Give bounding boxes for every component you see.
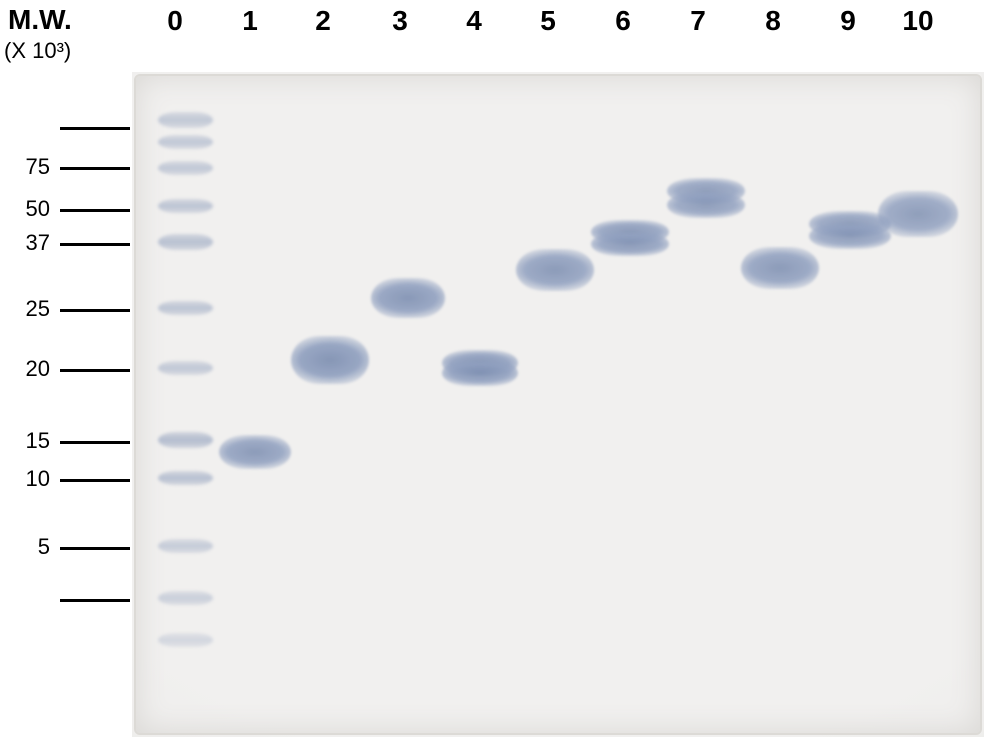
ladder-band: [158, 471, 213, 485]
ladder-band: [158, 135, 213, 149]
marker-label-25: 25: [0, 296, 50, 322]
lane-label-0: 0: [150, 5, 200, 37]
gel-figure: M.W. (X 10³) 012345678910 75503725201510…: [0, 0, 1000, 753]
ladder-band: [158, 234, 213, 250]
marker-tick: [60, 167, 130, 170]
mw-heading: M.W.: [8, 4, 72, 36]
marker-tick: [60, 599, 130, 602]
lane-label-6: 6: [598, 5, 648, 37]
ladder-band: [158, 633, 213, 647]
sample-band-lane-3: [371, 278, 445, 318]
sample-band-lane-6: [591, 232, 669, 256]
sample-band-lane-8: [741, 247, 819, 289]
lane-label-3: 3: [375, 5, 425, 37]
ladder-band: [158, 591, 213, 605]
ladder-band: [158, 199, 213, 213]
sample-band-lane-7: [667, 192, 745, 217]
lane-label-7: 7: [673, 5, 723, 37]
lane-label-4: 4: [449, 5, 499, 37]
lane-label-2: 2: [298, 5, 348, 37]
lane-label-1: 1: [225, 5, 275, 37]
sample-band-lane-5: [516, 249, 594, 291]
ladder-band: [158, 161, 213, 175]
marker-tick: [60, 127, 130, 130]
sample-band-lane-2: [291, 336, 369, 384]
marker-tick: [60, 243, 130, 246]
sample-band-lane-10: [878, 191, 958, 237]
marker-tick: [60, 309, 130, 312]
sample-band-lane-9: [809, 223, 891, 248]
ladder-band: [158, 432, 213, 448]
gel-outline: [134, 74, 982, 735]
gel-image: [132, 72, 984, 737]
marker-tick: [60, 479, 130, 482]
marker-tick: [60, 369, 130, 372]
lane-label-10: 10: [893, 5, 943, 37]
mw-unit: (X 10³): [4, 38, 71, 64]
marker-tick: [60, 547, 130, 550]
ladder-band: [158, 539, 213, 553]
marker-label-75: 75: [0, 154, 50, 180]
marker-tick: [60, 441, 130, 444]
sample-band-lane-4: [442, 360, 518, 386]
marker-label-5: 5: [0, 534, 50, 560]
lane-label-9: 9: [823, 5, 873, 37]
marker-label-15: 15: [0, 428, 50, 454]
lane-label-8: 8: [748, 5, 798, 37]
ladder-band: [158, 361, 213, 375]
ladder-band: [158, 301, 213, 315]
marker-label-10: 10: [0, 466, 50, 492]
marker-tick: [60, 209, 130, 212]
sample-band-lane-1: [219, 435, 291, 469]
marker-label-37: 37: [0, 230, 50, 256]
marker-label-20: 20: [0, 356, 50, 382]
lane-label-5: 5: [523, 5, 573, 37]
ladder-band: [158, 112, 213, 128]
marker-label-50: 50: [0, 196, 50, 222]
